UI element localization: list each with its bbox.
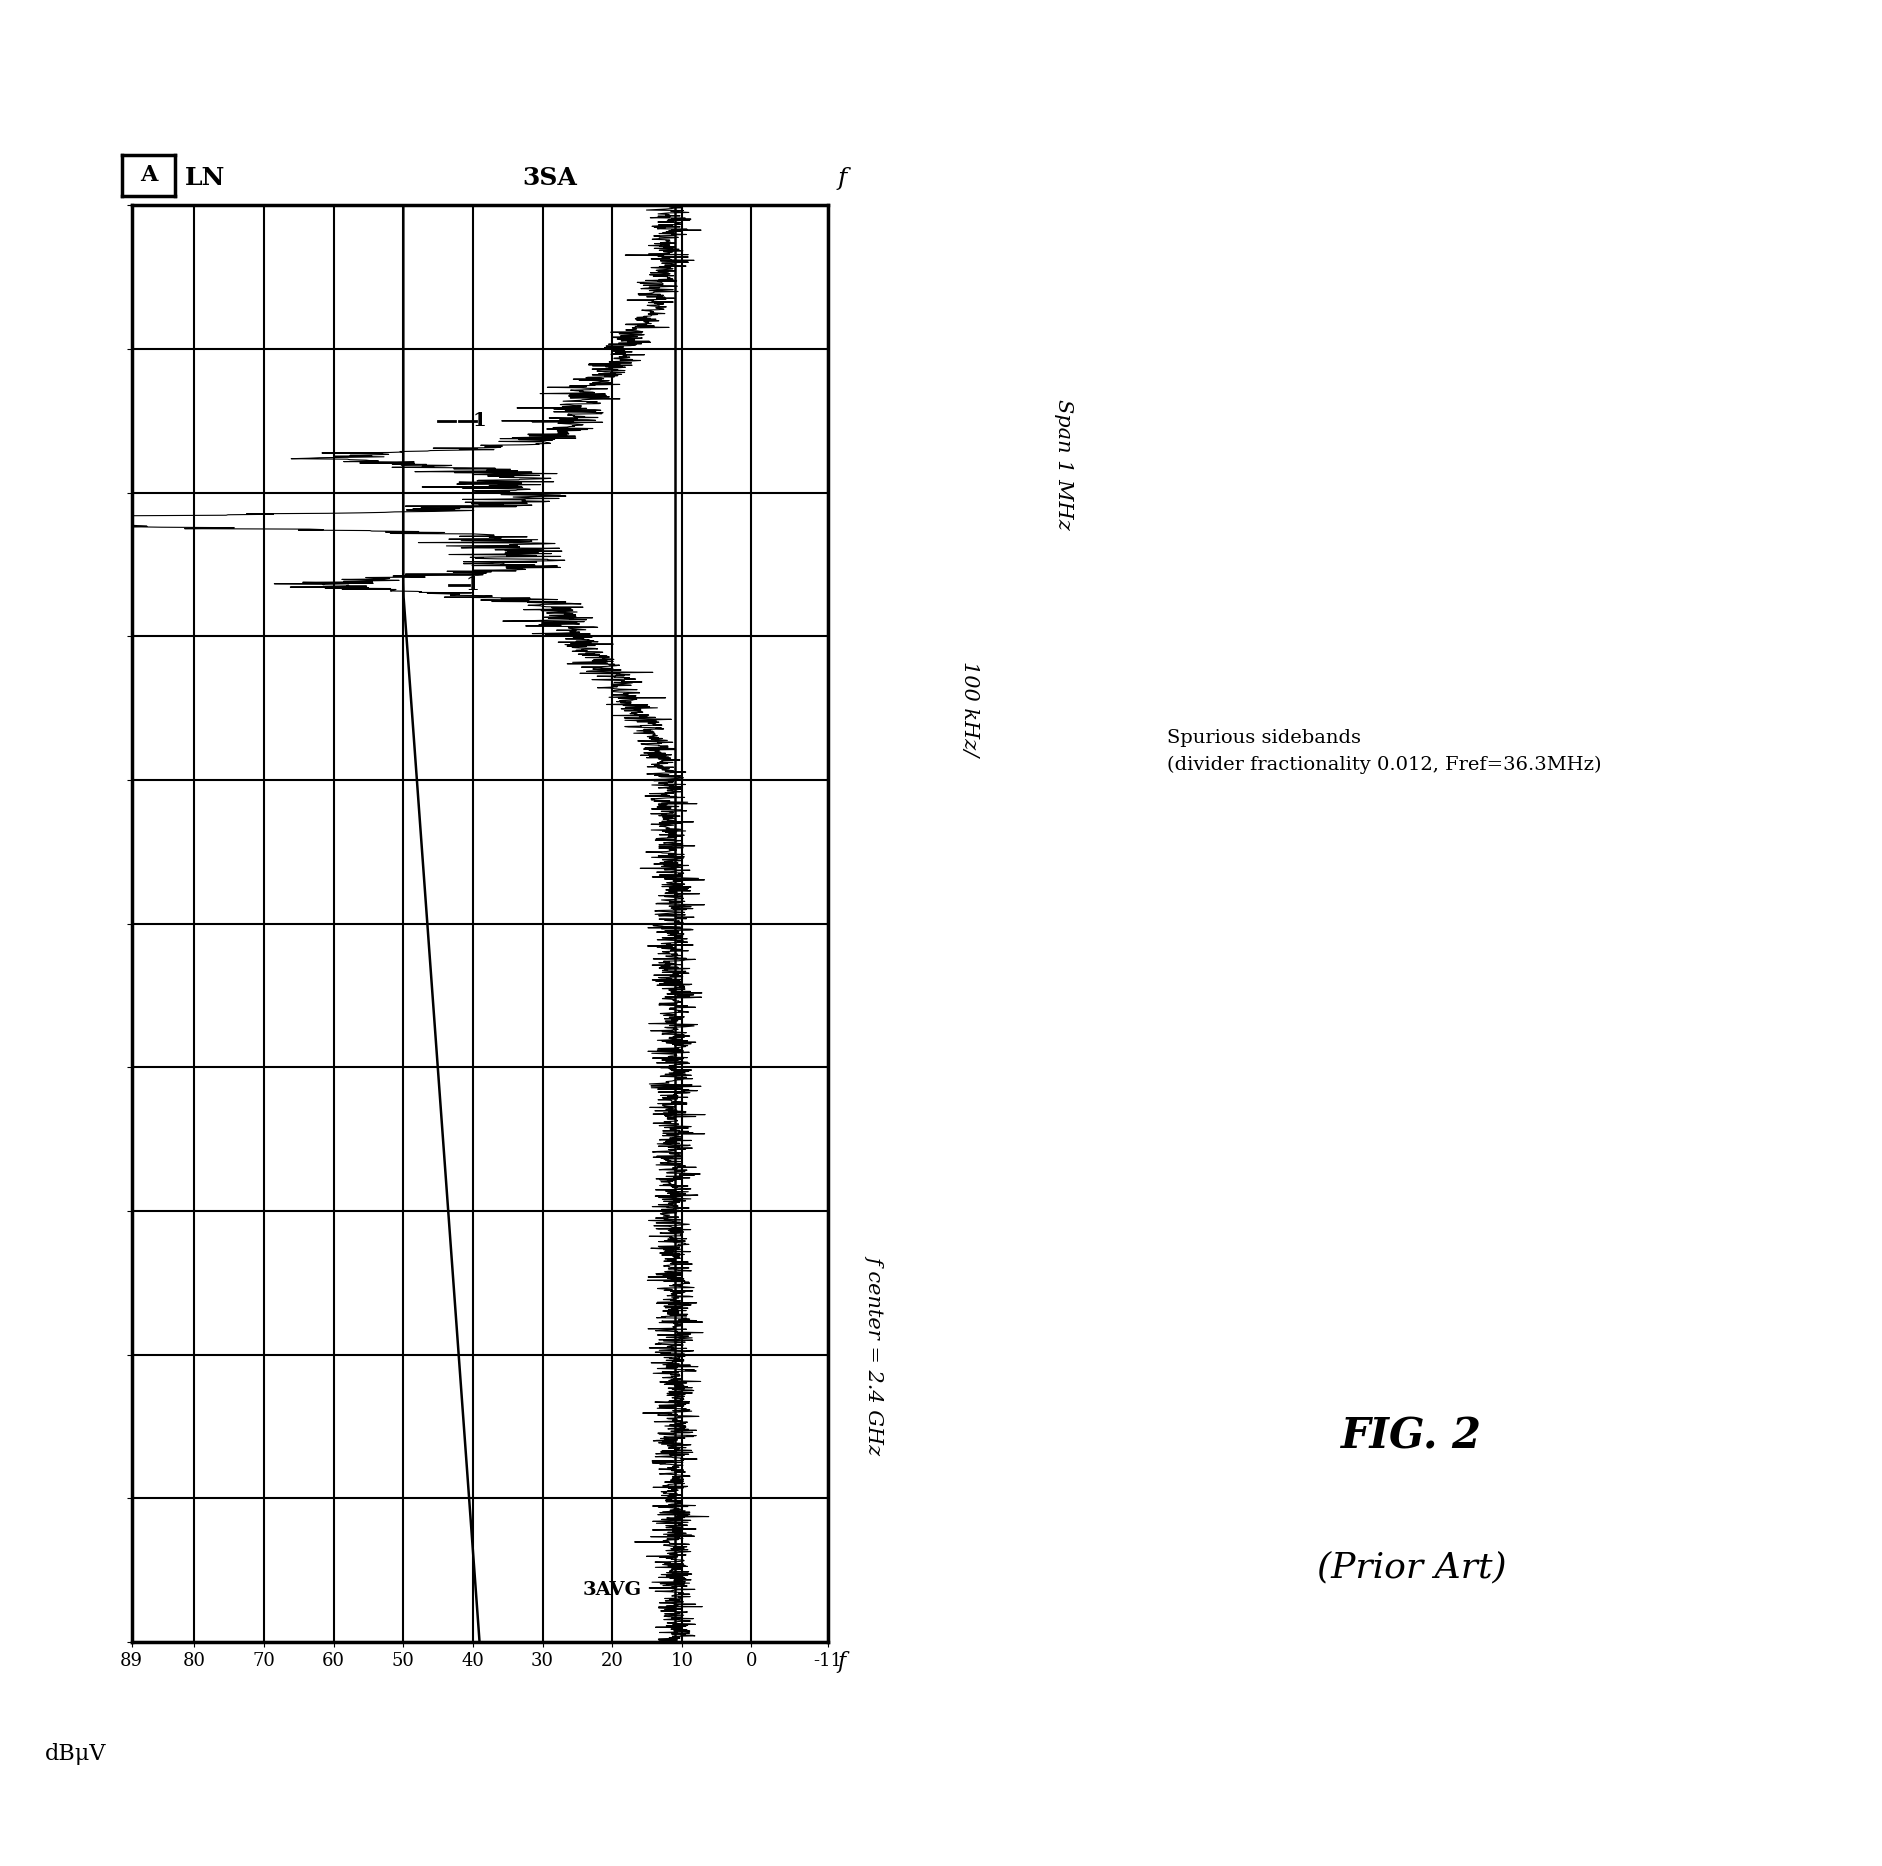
Text: 1: 1 xyxy=(472,412,486,429)
Text: 3SA: 3SA xyxy=(521,166,578,190)
Text: 3AVG: 3AVG xyxy=(583,1581,642,1599)
Text: LN: LN xyxy=(184,166,224,190)
Text: f: f xyxy=(837,1651,845,1674)
Text: (Prior Art): (Prior Art) xyxy=(1317,1551,1506,1584)
Text: Span 1 MHz: Span 1 MHz xyxy=(1054,399,1073,530)
Text: 1: 1 xyxy=(467,575,480,593)
Text: FIG. 2: FIG. 2 xyxy=(1342,1416,1481,1457)
Text: dBμV: dBμV xyxy=(45,1743,107,1765)
Text: 100 kHz/: 100 kHz/ xyxy=(960,661,979,756)
Text: Spurious sidebands
(divider fractionality 0.012, Fref=36.3MHz): Spurious sidebands (divider fractionalit… xyxy=(1167,730,1602,774)
Text: f center = 2.4 GHz: f center = 2.4 GHz xyxy=(866,1256,885,1454)
Text: A: A xyxy=(139,164,158,187)
Text: f: f xyxy=(837,168,847,190)
